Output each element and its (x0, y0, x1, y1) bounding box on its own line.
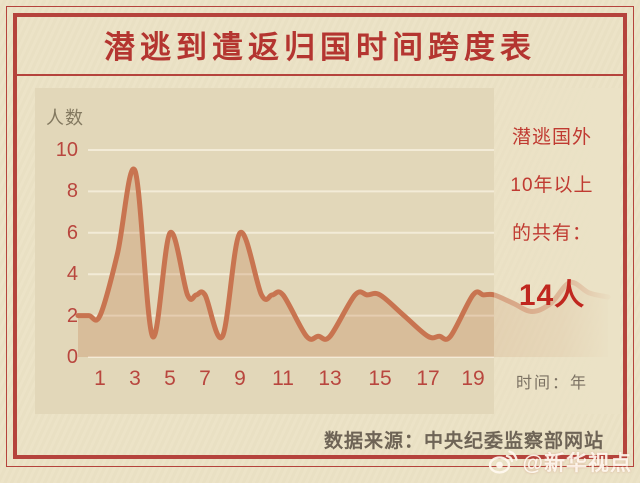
x-tick: 15 (368, 367, 392, 390)
weibo-icon (488, 450, 518, 474)
annotation-line-3: 的共有： (511, 223, 592, 244)
frame-outer (6, 6, 634, 467)
x-tick: 7 (199, 367, 211, 390)
x-tick: 11 (272, 367, 294, 390)
y-tick: 10 (55, 139, 78, 161)
y-tick: 4 (66, 263, 78, 286)
x-tick: 17 (416, 367, 440, 390)
data-source: 数据来源：中央纪委监察部网站 (323, 431, 604, 452)
title-separator (15, 74, 625, 76)
y-axis-label: 人数 (46, 108, 84, 128)
page-title: 潜逃到遣返归国时间跨度表 (104, 30, 536, 65)
x-tick: 5 (164, 367, 176, 390)
x-tick: 13 (318, 367, 342, 390)
x-axis-unit-label: 时间：年 (516, 375, 589, 392)
area-fill (78, 168, 608, 357)
annotation-value: 14人 (518, 279, 586, 312)
x-tick: 3 (129, 367, 141, 390)
y-tick: 8 (66, 180, 78, 203)
annotation-box: 潜逃国外 10年以上 的共有： 14人 (495, 128, 609, 314)
x-tick: 9 (234, 367, 246, 390)
y-tick: 6 (66, 221, 78, 244)
watermark: @新华视点 (488, 447, 632, 477)
watermark-text: @新华视点 (522, 452, 632, 475)
annotation-line-1: 潜逃国外 (511, 127, 592, 148)
annotation-line-2: 10年以上 (510, 175, 594, 196)
x-tick: 19 (461, 367, 485, 390)
x-tick: 1 (94, 367, 106, 390)
fade-overlay (494, 88, 620, 414)
y-tick: 0 (66, 346, 78, 368)
chart-panel (35, 88, 494, 414)
frame-inner (13, 13, 627, 459)
y-tick: 2 (66, 304, 78, 327)
